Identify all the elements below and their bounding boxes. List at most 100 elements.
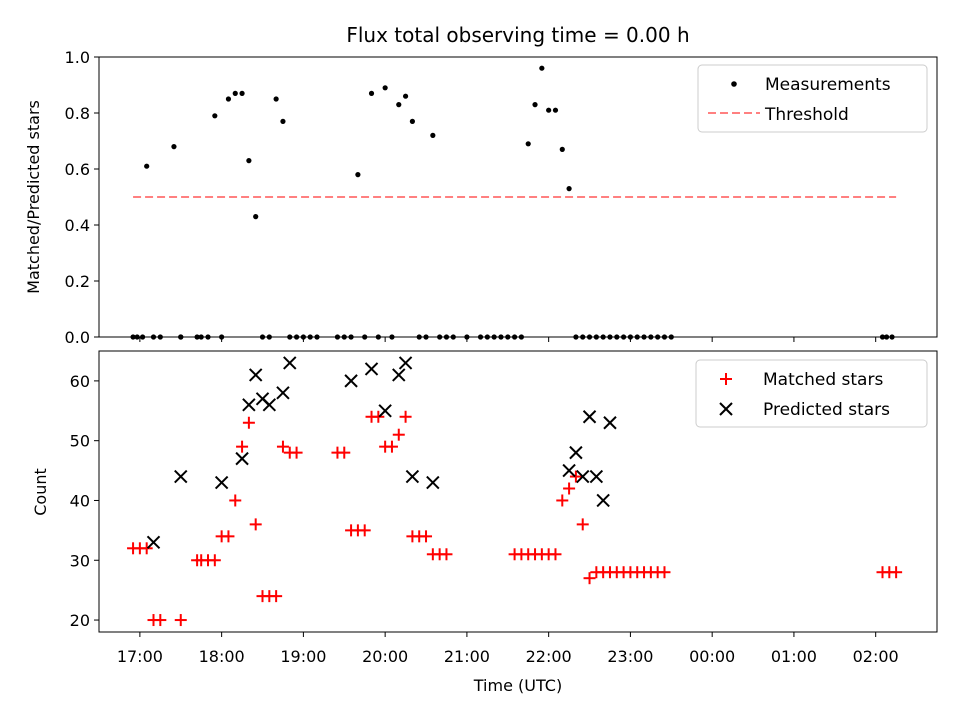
predicted-star-point [569,445,583,460]
matched-star-point [569,470,582,483]
measurement-point [627,334,634,340]
measurement-point [140,334,146,340]
measurement-point [518,334,525,340]
matched-star-point [556,494,569,507]
matched-star-point [174,614,187,627]
predicted-star-point [392,368,406,382]
measurement-point [280,118,286,124]
matched-star-point [154,614,167,627]
measurement-point [259,334,266,340]
predicted-star-point [344,374,358,388]
measurement-point [273,96,279,102]
predicted-star-point [398,356,413,370]
measurement-point [491,334,497,340]
measurement-point [883,334,890,340]
top-ytick-label: 0.2 [65,272,90,291]
measurement-point [355,172,361,178]
measurement-point [396,102,402,108]
matched-star-point [229,494,242,507]
predicted-star-point [364,362,379,376]
measurement-point [178,334,184,340]
measurement-point [525,141,531,147]
matched-star-point [399,410,412,423]
measurement-point [212,113,218,119]
legend-matched-label: Matched stars [763,370,883,390]
predicted-star-point [405,469,420,484]
matched-star-point [576,518,589,531]
matched-star-point [276,440,289,453]
predicted-star-point [214,475,229,490]
measurement-point [334,334,341,340]
matched-star-point [249,518,262,531]
measurement-point [375,334,381,340]
matched-star-point [242,416,255,429]
measurement-point [477,334,484,340]
measurement-point [573,334,579,340]
measurement-point [314,334,320,340]
measurement-point [532,102,538,108]
measurement-point [194,334,200,340]
measurement-point [389,334,395,340]
measurement-point [450,334,456,340]
matched-star-point [270,590,283,603]
measurement-point [498,334,504,340]
matched-star-point [338,446,351,459]
legend-measurements-marker [731,81,737,87]
bottom-xtick-label: 19:00 [280,647,326,666]
measurement-point [382,85,388,91]
predicted-star-point [235,451,249,466]
measurement-point [879,334,886,340]
bottom-xtick-label: 23:00 [607,647,653,666]
measurement-point [593,334,599,340]
top-ytick-label: 0.8 [65,104,90,123]
predicted-star-point [378,404,392,418]
chart-title: Flux total observing time = 0.00 h [346,23,689,47]
bottom-ytick-label: 20 [70,611,90,630]
predicted-star-point [276,386,290,400]
legend-predicted-marker [719,402,733,416]
measurement-point [368,90,375,96]
measurement-point [307,334,313,340]
measurement-point [580,334,586,340]
matched-star-point [140,542,153,555]
measurement-point [464,334,470,340]
matched-star-point [236,440,249,453]
predicted-star-point [576,469,590,484]
measurement-point [648,334,654,340]
measurement-point [668,334,674,340]
matched-star-point [222,530,235,543]
measurement-point [150,334,157,340]
measurement-point [552,107,559,113]
predicted-star-point [174,469,188,484]
bottom-xtick-label: 22:00 [526,647,572,666]
measurement-point [484,334,490,340]
bottom-legend: Matched stars Predicted stars [695,359,928,428]
bottom-ytick-label: 60 [70,372,90,391]
bottom-xtick-label: 21:00 [444,647,490,666]
measurement-point [437,334,443,340]
measurement-point [505,334,511,340]
bottom-ytick-label: 30 [70,551,90,570]
bottom-xtick-label: 17:00 [117,647,163,666]
measurement-point [409,118,415,124]
bottom-xlabel: Time (UTC) [473,676,562,695]
top-ytick-label: 1.0 [65,48,90,67]
measurement-point [300,334,306,340]
top-panel: Matched/Predicted stars 0.0 0.2 0.4 0.6 0.8 1… [24,48,938,347]
bottom-panel: Count Time (UTC) 20 30 40 50 60 17:00 18:00 19… [31,350,938,695]
matched-star-point [385,440,398,453]
matched-star-point [563,482,576,495]
matched-star-point [392,428,405,441]
measurement-point [607,334,613,340]
predicted-star-point [596,493,610,508]
legend-threshold-label: Threshold [764,105,849,125]
legend-matched-marker [720,373,732,385]
measurement-point [416,334,422,340]
measurement-point [341,334,347,340]
measurement-point [641,334,647,340]
measurement-point [232,90,238,96]
measurement-point [402,93,409,99]
top-ytick-label: 0.4 [65,216,90,235]
matched-star-point [208,554,221,567]
